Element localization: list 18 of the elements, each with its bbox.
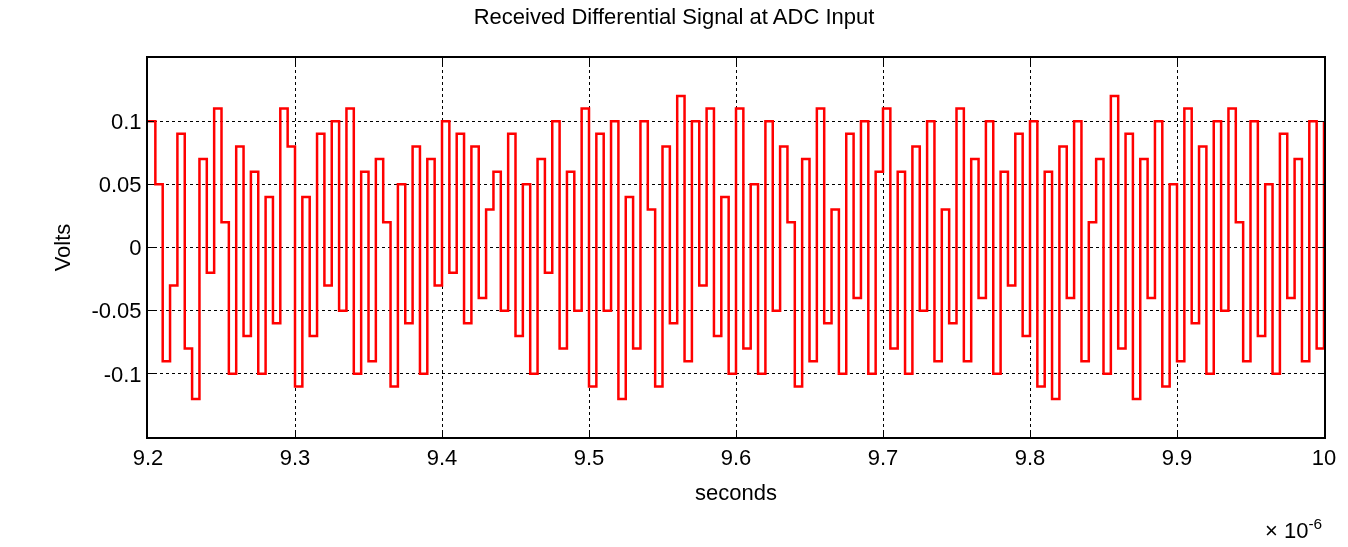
y-tick-label: -0.1 (103, 361, 142, 387)
y-tick-label: 0 (129, 235, 142, 261)
x-tick-label: 10 (1311, 445, 1337, 471)
x-tick-label: 9.9 (1161, 445, 1193, 471)
text: × 10$^{-6}$ (1265, 515, 1323, 544)
y-axis-title: Volts (49, 223, 75, 272)
x-tick-label: 9.5 (573, 445, 605, 471)
x-tick-label: 9.7 (867, 445, 899, 471)
x-tick-label: 9.4 (426, 445, 458, 471)
chart-title: Received Differential Signal at ADC Input (473, 3, 875, 29)
x-tick-label: 9.3 (279, 445, 311, 471)
y-tick-label: 0.05 (98, 172, 142, 198)
y-tick-label: -0.05 (91, 298, 142, 324)
x-tick-label: 9.6 (720, 445, 752, 471)
y-tick-label: 0.1 (111, 108, 142, 134)
x-tick-label: 9.8 (1014, 445, 1046, 471)
x-tick-label: 9.2 (132, 445, 164, 471)
x-axis-title: seconds (695, 479, 777, 505)
